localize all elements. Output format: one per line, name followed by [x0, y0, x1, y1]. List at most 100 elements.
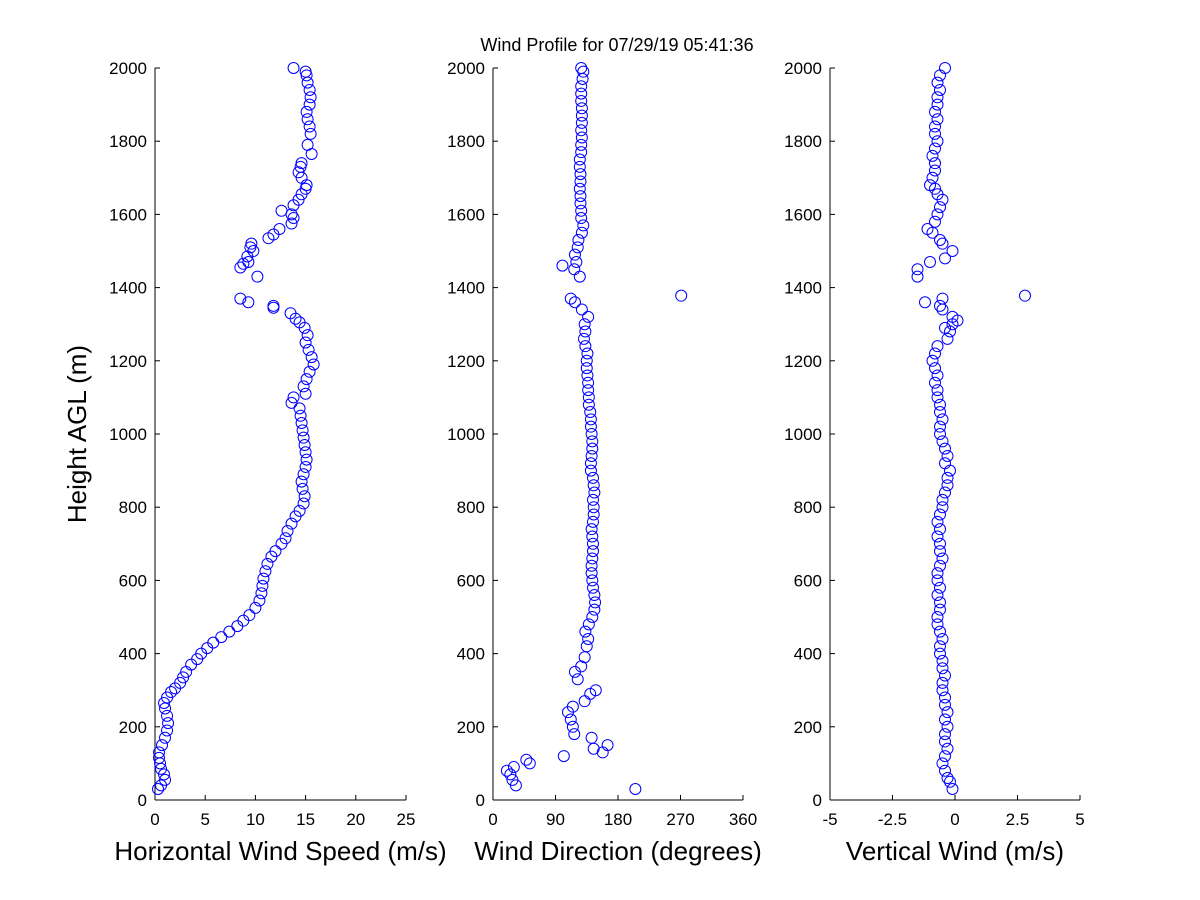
data-point — [242, 296, 255, 309]
data-point — [244, 241, 257, 254]
data-point — [936, 493, 949, 506]
data-point — [629, 783, 642, 796]
data-point — [941, 706, 954, 719]
data-point — [939, 735, 951, 748]
x-tick-label: 0 — [150, 810, 159, 829]
data-point — [919, 296, 931, 309]
data-point — [939, 62, 951, 74]
data-point — [287, 391, 300, 404]
y-tick-label: 600 — [794, 571, 822, 590]
data-point — [296, 424, 309, 437]
data-point — [934, 420, 946, 433]
data-point — [295, 475, 308, 488]
data-point — [941, 471, 954, 484]
data-point — [295, 157, 308, 170]
data-point — [570, 255, 583, 268]
data-point — [929, 376, 941, 389]
data-point — [929, 215, 941, 228]
data-point — [931, 98, 944, 111]
data-point — [568, 248, 581, 261]
data-point — [568, 263, 581, 276]
data-point — [931, 530, 944, 543]
data-point — [931, 589, 944, 602]
data-point — [302, 343, 315, 356]
data-point — [284, 307, 297, 320]
data-point — [931, 188, 944, 201]
data-point — [294, 409, 307, 422]
data-point — [242, 255, 255, 268]
y-tick-label: 1800 — [784, 132, 822, 151]
data-point — [298, 490, 311, 503]
data-point — [158, 697, 171, 710]
data-point — [944, 464, 956, 477]
data-point — [588, 486, 601, 499]
data-point — [285, 517, 298, 530]
y-tick-label: 1000 — [447, 425, 485, 444]
y-tick-label: 1200 — [784, 352, 822, 371]
y-tick-label: 800 — [457, 498, 485, 517]
data-point — [584, 413, 597, 426]
data-point — [911, 263, 924, 276]
data-point — [165, 686, 178, 699]
data-point — [936, 435, 949, 448]
data-point — [582, 384, 595, 397]
data-point — [574, 197, 587, 210]
data-point — [300, 453, 313, 466]
y-tick-label: 600 — [457, 571, 485, 590]
x-tick-label: 0 — [488, 810, 497, 829]
data-point — [578, 695, 591, 708]
data-point — [564, 292, 577, 305]
data-point — [580, 362, 593, 375]
data-point — [934, 406, 946, 419]
data-point — [251, 270, 264, 283]
data-point — [921, 223, 934, 236]
data-point — [249, 601, 262, 614]
x-tick-label: 15 — [296, 810, 315, 829]
data-point — [587, 515, 599, 528]
x-tick-label: 20 — [346, 810, 365, 829]
panel-2: 0 200 400 600 800 1000 1200 1400 1600 1800 2000 0 90… — [447, 59, 762, 866]
data-point — [582, 632, 595, 645]
data-point — [934, 299, 946, 312]
data-point — [939, 698, 951, 711]
data-point — [253, 594, 266, 607]
data-point — [237, 257, 250, 270]
y-tick-label: 1000 — [109, 425, 147, 444]
data-point — [939, 321, 951, 334]
data-point — [574, 175, 587, 188]
data-point — [267, 299, 280, 312]
data-point — [301, 138, 314, 151]
data-point — [929, 157, 941, 170]
data-point — [575, 102, 588, 115]
data-point — [931, 567, 944, 580]
data-point — [931, 574, 944, 587]
data-point — [159, 773, 172, 786]
data-point — [946, 783, 959, 796]
data-point — [301, 329, 314, 342]
data-point — [587, 493, 599, 506]
data-point — [939, 691, 951, 704]
data-point — [575, 303, 588, 316]
data-point — [931, 391, 944, 404]
data-point — [303, 120, 316, 133]
data-point — [934, 537, 946, 550]
data-point — [934, 234, 946, 247]
data-point — [941, 449, 954, 462]
data-point — [153, 751, 166, 764]
data-point — [507, 761, 520, 774]
data-point — [584, 406, 597, 419]
data-point — [215, 631, 228, 644]
data-point — [158, 768, 171, 781]
y-tick-label: 1200 — [447, 352, 485, 371]
data-point — [939, 457, 951, 470]
data-point — [931, 113, 944, 126]
data-point — [929, 362, 941, 375]
data-point — [523, 757, 536, 770]
data-point — [934, 545, 946, 558]
data-point — [934, 428, 946, 440]
data-point — [934, 581, 946, 594]
data-point — [295, 417, 308, 430]
data-point — [259, 565, 272, 578]
data-point — [575, 204, 588, 217]
data-point — [588, 603, 601, 616]
